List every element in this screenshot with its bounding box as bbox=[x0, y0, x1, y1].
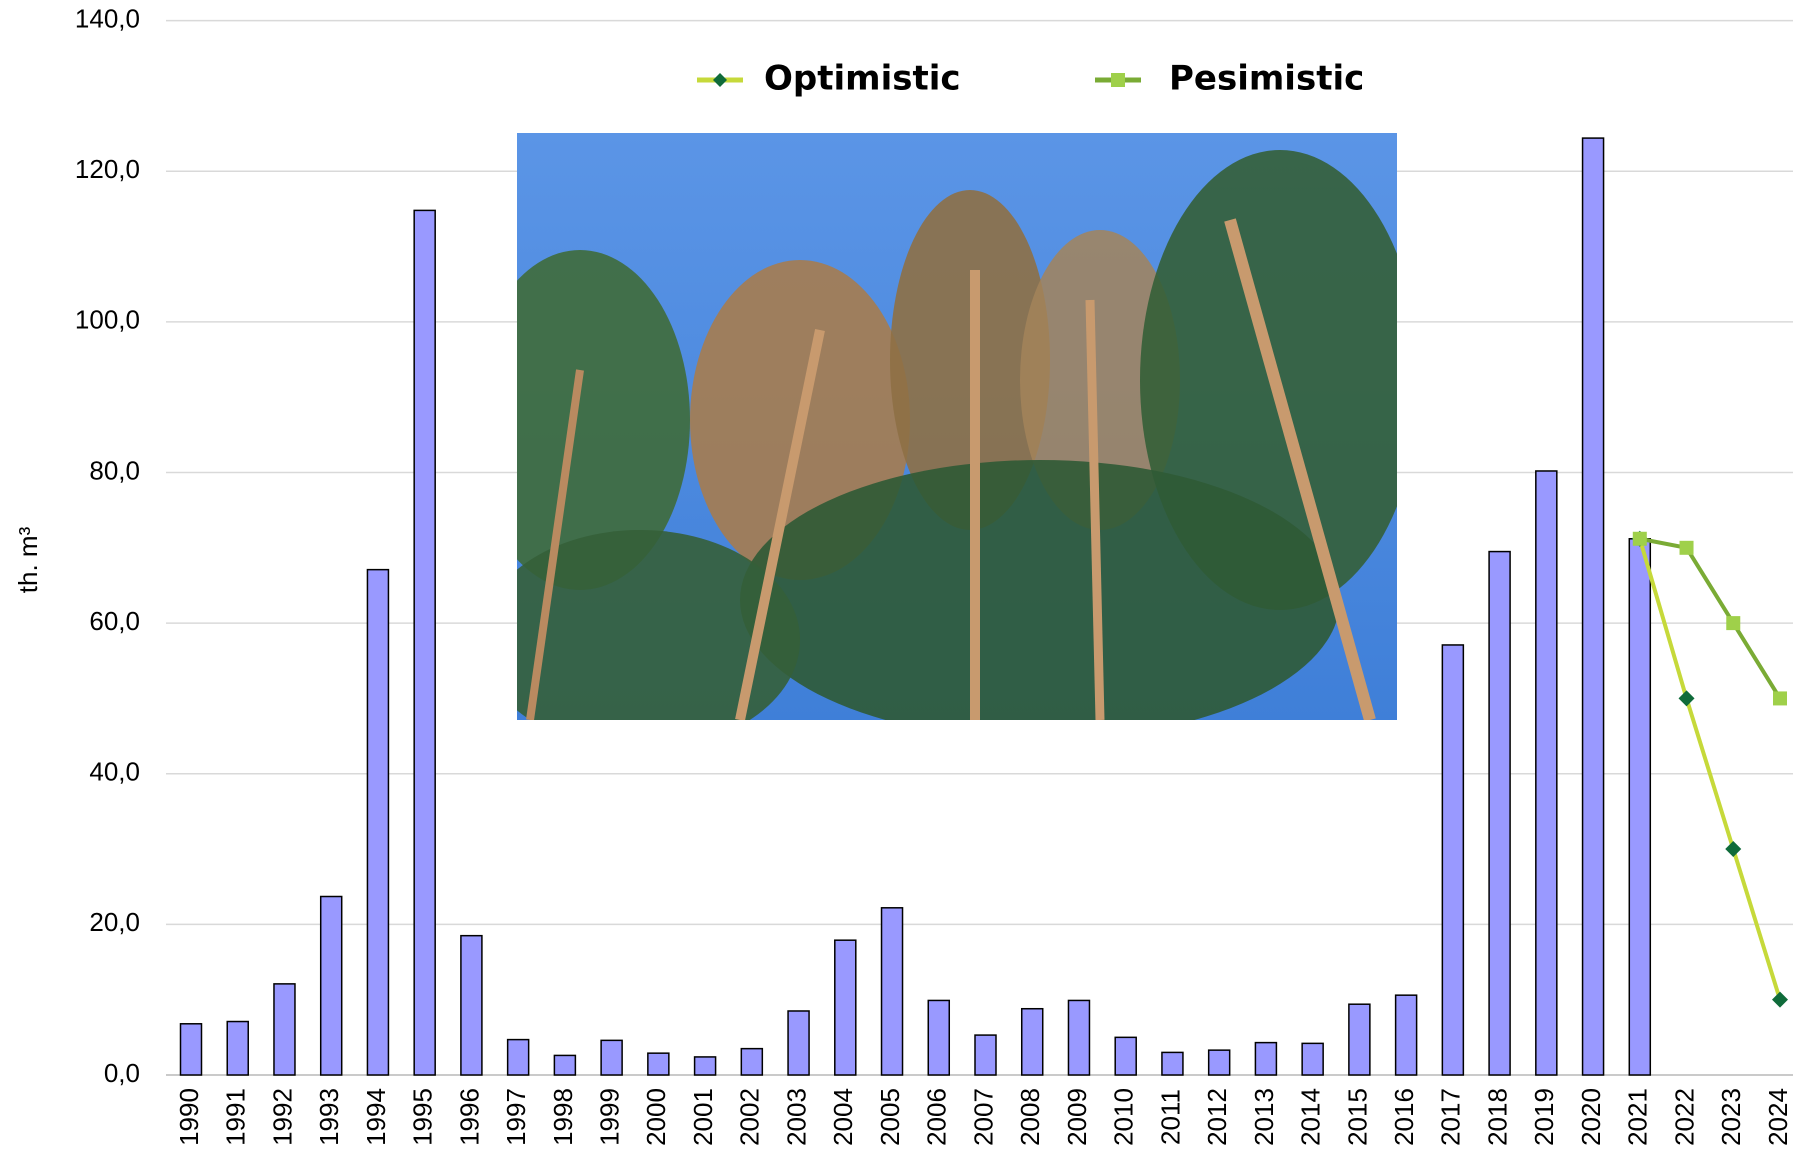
bar bbox=[974, 1034, 997, 1076]
bar bbox=[1581, 137, 1605, 1076]
bar bbox=[927, 999, 951, 1076]
x-tick-label: 1995 bbox=[408, 1088, 438, 1146]
x-tick-label: 2000 bbox=[641, 1088, 671, 1146]
bar bbox=[553, 1054, 577, 1076]
y-tick-label: 40,0 bbox=[89, 757, 140, 787]
bar bbox=[1441, 644, 1465, 1076]
bar bbox=[693, 1056, 717, 1076]
bar bbox=[834, 939, 857, 1076]
y-tick-label: 80,0 bbox=[89, 455, 140, 485]
bar bbox=[1114, 1036, 1137, 1076]
bar bbox=[1301, 1042, 1324, 1076]
y-axis-label: th. m³ bbox=[13, 526, 43, 593]
bar bbox=[647, 1052, 670, 1076]
x-tick-label: 2024 bbox=[1763, 1088, 1793, 1146]
bar bbox=[1020, 1007, 1044, 1076]
line-marker bbox=[1632, 531, 1647, 546]
x-tick-label: 2011 bbox=[1155, 1089, 1185, 1145]
x-tick-label: 2009 bbox=[1062, 1088, 1092, 1146]
x-tick-label: 2017 bbox=[1436, 1088, 1466, 1146]
line-marker bbox=[1773, 691, 1787, 706]
x-tick-label: 2023 bbox=[1716, 1088, 1746, 1146]
line-marker bbox=[1726, 616, 1741, 631]
x-tick-label: 2010 bbox=[1109, 1088, 1139, 1146]
bar bbox=[1348, 1003, 1371, 1076]
x-tick-label: 2007 bbox=[968, 1088, 998, 1146]
bar bbox=[1161, 1051, 1184, 1076]
x-tick-label: 1998 bbox=[548, 1088, 578, 1146]
x-tick-label: 2013 bbox=[1249, 1088, 1279, 1146]
bar bbox=[787, 1010, 810, 1076]
x-tick-label: 2021 bbox=[1623, 1088, 1653, 1146]
bar bbox=[1394, 994, 1418, 1076]
bar bbox=[1628, 538, 1652, 1076]
x-tick-label: 2001 bbox=[688, 1088, 718, 1146]
x-tick-label: 2003 bbox=[781, 1088, 811, 1146]
x-tick-label: 1990 bbox=[174, 1088, 204, 1146]
legend-label: Pesimistic bbox=[1169, 59, 1364, 99]
y-tick-label: 120,0 bbox=[75, 154, 140, 184]
bar bbox=[1254, 1041, 1278, 1076]
legend-marker bbox=[1111, 73, 1125, 87]
x-tick-label: 2004 bbox=[828, 1088, 858, 1146]
line-marker bbox=[1679, 540, 1694, 555]
x-tick-label: 1991 bbox=[221, 1088, 251, 1146]
bar bbox=[460, 934, 483, 1076]
x-tick-label: 1996 bbox=[454, 1088, 484, 1146]
x-tick-label: 2012 bbox=[1202, 1088, 1232, 1146]
line-marker bbox=[1678, 690, 1695, 707]
x-tick-label: 2006 bbox=[922, 1088, 952, 1146]
y-tick-label: 20,0 bbox=[89, 907, 140, 937]
bar bbox=[179, 1023, 203, 1076]
y-tick-label: 0,0 bbox=[104, 1058, 140, 1088]
legend-label: Optimistic bbox=[764, 59, 961, 99]
bar bbox=[273, 983, 296, 1076]
x-tick-label: 1999 bbox=[594, 1088, 624, 1146]
x-tick-label: 2014 bbox=[1296, 1088, 1326, 1146]
bar bbox=[740, 1047, 764, 1076]
bar bbox=[413, 209, 436, 1076]
x-tick-label: 1993 bbox=[314, 1088, 344, 1146]
x-tick-label: 2016 bbox=[1389, 1088, 1419, 1146]
legend-marker bbox=[713, 73, 727, 87]
bar bbox=[1488, 550, 1511, 1076]
bar bbox=[366, 568, 390, 1076]
x-tick-label: 2008 bbox=[1015, 1088, 1045, 1146]
x-tick-label: 2005 bbox=[875, 1088, 905, 1146]
x-tick-label: 2018 bbox=[1482, 1088, 1512, 1146]
bar bbox=[880, 907, 904, 1076]
bar bbox=[1067, 999, 1091, 1076]
line-marker bbox=[1725, 841, 1742, 858]
x-tick-label: 2020 bbox=[1576, 1088, 1606, 1146]
x-tick-label: 1994 bbox=[361, 1088, 391, 1146]
x-tick-label: 1992 bbox=[267, 1088, 297, 1146]
bar bbox=[1535, 470, 1558, 1076]
bar bbox=[226, 1020, 249, 1076]
photo bbox=[517, 133, 1397, 720]
y-tick-label: 60,0 bbox=[89, 606, 140, 636]
x-tick-label: 1997 bbox=[501, 1088, 531, 1146]
x-tick-label: 2019 bbox=[1529, 1088, 1559, 1146]
bar bbox=[600, 1039, 623, 1076]
bar bbox=[506, 1038, 530, 1076]
x-tick-label: 2015 bbox=[1342, 1088, 1372, 1146]
y-tick-label: 100,0 bbox=[75, 305, 140, 335]
line-marker bbox=[1772, 991, 1788, 1008]
x-tick-label: 2022 bbox=[1669, 1088, 1699, 1146]
y-tick-label: 140,0 bbox=[75, 3, 140, 33]
x-tick-label: 2002 bbox=[735, 1088, 765, 1146]
line bbox=[1639, 536, 1782, 700]
line bbox=[1637, 538, 1782, 1001]
bar bbox=[1207, 1049, 1231, 1076]
bar bbox=[319, 895, 343, 1076]
